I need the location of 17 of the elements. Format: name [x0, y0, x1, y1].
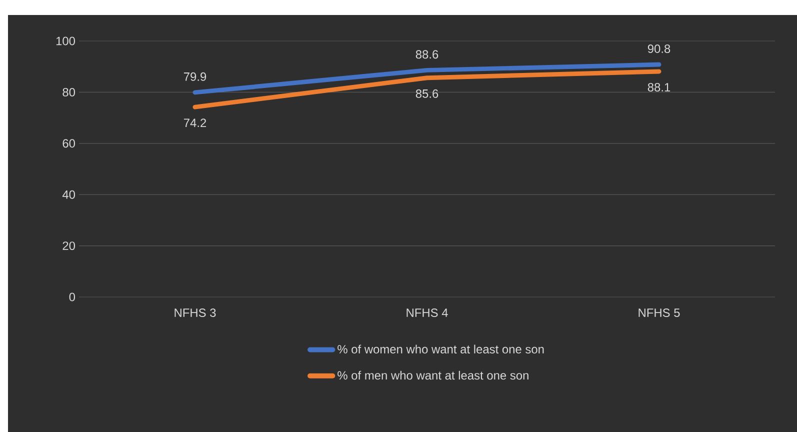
y-tick-label: 40: [62, 190, 76, 199]
x-tick-label: NFHS 4: [406, 308, 448, 317]
legend-label: % of men who want at least one son: [338, 370, 528, 380]
data-label: 79.9: [184, 72, 206, 81]
data-label: 90.8: [648, 44, 670, 53]
y-tick-label: 60: [62, 139, 76, 148]
data-label: 88.1: [648, 83, 670, 92]
x-tick-label: NFHS 5: [638, 308, 680, 317]
y-tick-label: 100: [56, 36, 76, 46]
y-tick-label: 80: [62, 88, 76, 96]
x-tick-label: NFHS 3: [174, 308, 216, 317]
legend-label: % of women who want at least one son: [338, 344, 544, 354]
data-label: 85.6: [416, 89, 438, 98]
y-tick-label: 20: [62, 242, 76, 250]
data-label: 88.6: [416, 50, 438, 59]
data-label: 74.2: [184, 118, 206, 127]
y-tick-label: 0: [69, 292, 76, 302]
